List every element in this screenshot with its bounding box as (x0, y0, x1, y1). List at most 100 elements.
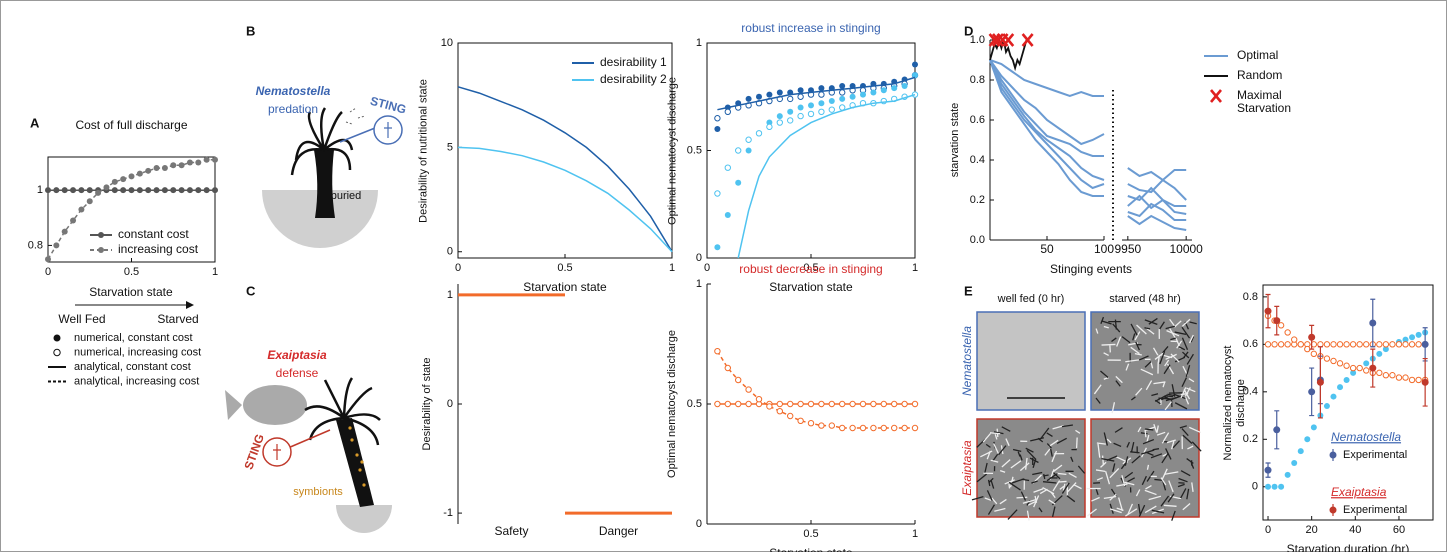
data-point (714, 348, 721, 355)
chart-title: Cost of full discharge (75, 118, 188, 132)
texture-stroke (1096, 442, 1106, 445)
data-point (911, 424, 919, 432)
texture-stroke (1126, 441, 1130, 448)
x-axis-label: Starvation state (769, 280, 853, 294)
data-point (1408, 341, 1416, 348)
data-point (745, 400, 752, 408)
data-point (797, 87, 804, 94)
texture-stroke (1008, 483, 1011, 489)
texture-stroke (1157, 354, 1161, 364)
data-point (714, 126, 721, 132)
texture-stroke (1184, 396, 1190, 405)
texture-stroke (992, 453, 999, 462)
texture-stroke (1162, 381, 1166, 388)
y-tick-label: 0.2 (970, 194, 985, 206)
data-point (212, 187, 218, 194)
micrograph (976, 311, 1086, 411)
tentacles (304, 377, 381, 446)
texture-stroke (1166, 330, 1180, 337)
texture-stroke (1138, 504, 1146, 517)
data-point (1415, 341, 1422, 348)
texture-stroke (1104, 471, 1111, 485)
texture-stroke (1134, 353, 1142, 356)
texture-stroke (1001, 426, 1011, 432)
data-point (1308, 388, 1316, 396)
fish (243, 385, 307, 425)
texture-stroke (994, 434, 998, 440)
texture-stroke (1029, 457, 1039, 464)
exaiptasia-illustration (225, 377, 392, 533)
texture-stroke (1164, 359, 1170, 367)
data-line (457, 146, 673, 253)
data-point (911, 400, 919, 408)
data-point (161, 165, 168, 172)
texture-stroke (990, 459, 999, 463)
data-point (818, 422, 825, 429)
data-point (1349, 341, 1357, 348)
texture-stroke (999, 470, 1006, 473)
texture-stroke (1179, 488, 1187, 500)
texture-stroke (1067, 482, 1077, 493)
x-tick-label: 0 (455, 262, 461, 274)
data-point (78, 206, 85, 213)
x-axis-label: Starvation state (89, 285, 173, 299)
data-point (1421, 340, 1429, 348)
texture-stroke (1144, 361, 1152, 368)
texture-stroke (1184, 387, 1191, 397)
data-point (1330, 341, 1337, 348)
chart-title: robust increase in stinging (741, 21, 880, 35)
texture-stroke (1171, 384, 1176, 397)
x-axis-label: Starvation state (769, 546, 853, 552)
texture-stroke (1124, 471, 1134, 479)
data-point (828, 106, 835, 113)
texture-stroke (1042, 486, 1055, 495)
texture-stroke (1151, 509, 1165, 514)
data-line (1127, 202, 1187, 221)
data-point (1284, 471, 1291, 478)
texture-stroke (1165, 325, 1176, 330)
y-tick-label: 0.5 (687, 398, 702, 410)
data-point (1389, 372, 1396, 379)
texture-stroke (1066, 495, 1076, 503)
texture-stroke (1130, 442, 1135, 452)
texture-stroke (1142, 438, 1155, 445)
data-point (828, 400, 835, 408)
row-label: Nematostella (960, 326, 974, 396)
data-point (724, 108, 731, 116)
data-point (1273, 317, 1281, 325)
texture-stroke (1044, 448, 1051, 456)
data-point (186, 187, 193, 194)
plot-frame (1262, 284, 1434, 521)
data-line (1127, 167, 1187, 182)
texture-stroke (1168, 480, 1174, 493)
texture-stroke (1048, 499, 1056, 505)
data-point (1402, 374, 1409, 381)
texture-stroke (1151, 393, 1159, 397)
texture-stroke (991, 497, 998, 505)
texture-stroke (1115, 375, 1123, 384)
data-point (745, 147, 752, 154)
data-point (776, 119, 783, 126)
texture-stroke (1039, 427, 1050, 440)
legend-label: Experimental (1343, 504, 1407, 516)
texture-stroke (1125, 508, 1138, 517)
texture-stroke (1189, 321, 1197, 325)
data-point (1376, 369, 1383, 377)
data-point (870, 400, 877, 408)
data-point (797, 112, 804, 120)
texture-stroke (1174, 356, 1186, 363)
legend-marker (98, 232, 104, 238)
data-point (61, 228, 68, 235)
texture-stroke (1181, 377, 1188, 388)
y-axis-label: Desirability of state (421, 357, 433, 451)
data-point (1415, 376, 1422, 384)
data-point (1376, 350, 1383, 357)
texture-stroke (1100, 316, 1105, 324)
legend-marker (1210, 89, 1222, 103)
axis-endpoint: Well Fed (58, 312, 105, 326)
data-point (1336, 341, 1344, 348)
y-tick-label: 0.4 (1243, 386, 1258, 398)
texture-stroke (984, 462, 988, 474)
data-point (1363, 341, 1370, 348)
texture-stroke (1182, 502, 1191, 511)
